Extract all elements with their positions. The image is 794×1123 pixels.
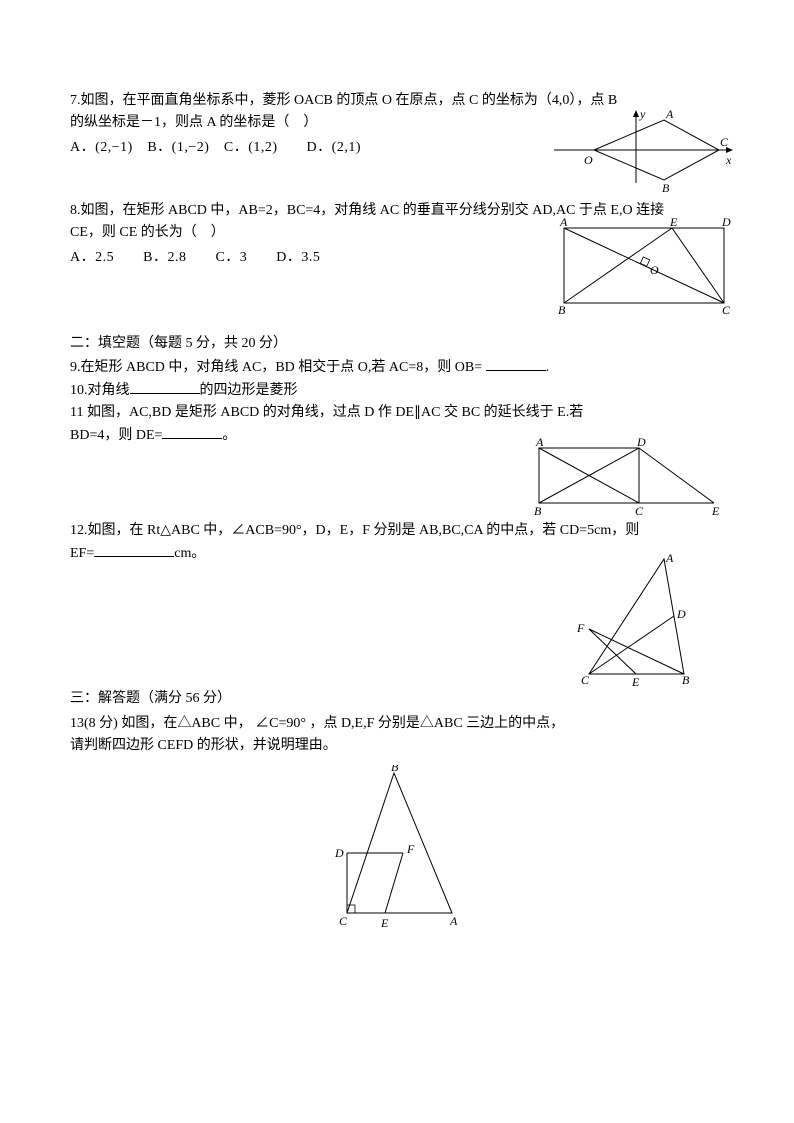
q12-blank — [94, 543, 174, 557]
q13-line2: 请判断四边形 CEFD 的形状，并说明理由。 — [70, 735, 724, 757]
svg-text:A: A — [665, 554, 674, 565]
question-11: 11 如图，AC,BD 是矩形 ABCD 的对角线，过点 D 作 DE∥AC 交… — [70, 402, 724, 502]
svg-text:C: C — [339, 914, 348, 928]
q12-l2-post: cm。 — [174, 546, 205, 561]
q8-figure: A E D B C O — [554, 218, 734, 318]
svg-text:A: A — [665, 108, 674, 121]
q12-line1: 12.如图，在 Rt△ABC 中，∠ACB=90°，D，E，F 分别是 AB,B… — [70, 520, 724, 542]
q12-figure: A C B D E F — [574, 554, 694, 689]
svg-text:C: C — [720, 135, 729, 149]
svg-text:B: B — [391, 765, 399, 774]
svg-text:D: D — [636, 438, 646, 449]
svg-text:C: C — [581, 673, 590, 687]
q10-post: 的四边形是菱形 — [200, 383, 298, 398]
svg-text:O: O — [650, 263, 659, 277]
svg-text:E: E — [669, 218, 678, 229]
svg-text:B: B — [558, 303, 566, 317]
svg-text:C: C — [722, 303, 731, 317]
q11-line1: 11 如图，AC,BD 是矩形 ABCD 的对角线，过点 D 作 DE∥AC 交… — [70, 402, 724, 424]
svg-text:B: B — [662, 181, 670, 193]
question-10: 10.对角线 的四边形是菱形 — [70, 380, 724, 402]
svg-text:B: B — [534, 504, 542, 518]
q10-pre: 10.对角线 — [70, 383, 130, 398]
q10-blank — [130, 380, 200, 394]
q9-text: 9.在矩形 ABCD 中，对角线 AC，BD 相交于点 O,若 AC=8，则 O… — [70, 360, 486, 375]
q11-l2-pre: BD=4，则 DE= — [70, 428, 162, 443]
question-12: 12.如图，在 Rt△ABC 中，∠ACB=90°，D，E，F 分别是 AB,B… — [70, 520, 724, 670]
svg-text:E: E — [711, 504, 720, 518]
svg-text:F: F — [576, 621, 585, 635]
svg-text:A: A — [449, 914, 458, 928]
question-8: 8.如图，在矩形 ABCD 中，AB=2，BC=4，对角线 AC 的垂直平分线分… — [70, 200, 724, 315]
q11-figure: A D B C E — [524, 438, 724, 518]
svg-text:D: D — [676, 607, 686, 621]
q9-blank — [486, 357, 546, 371]
svg-text:A: A — [535, 438, 544, 449]
q13-figure: B C A D F E — [327, 765, 467, 930]
section-3-title: 三：解答题（满分 56 分） — [70, 688, 724, 710]
q12-l2-pre: EF= — [70, 546, 94, 561]
svg-text:C: C — [635, 504, 644, 518]
q11-blank — [162, 425, 222, 439]
svg-text:D: D — [334, 846, 344, 860]
svg-text:x: x — [725, 153, 732, 167]
svg-text:A: A — [559, 218, 568, 229]
q11-l2-post: 。 — [222, 428, 236, 443]
section-2-title: 二：填空题（每题 5 分，共 20 分） — [70, 333, 724, 355]
svg-text:E: E — [631, 675, 640, 689]
q9-suffix: . — [546, 360, 550, 375]
svg-text:y: y — [639, 108, 646, 121]
svg-text:D: D — [721, 218, 731, 229]
svg-text:F: F — [406, 842, 415, 856]
q13-line1: 13(8 分) 如图，在△ABC 中， ∠C=90° ，点 D,E,F 分别是△… — [70, 713, 724, 735]
svg-text:B: B — [682, 673, 690, 687]
question-9: 9.在矩形 ABCD 中，对角线 AC，BD 相交于点 O,若 AC=8，则 O… — [70, 357, 724, 379]
question-7: 7.如图，在平面直角坐标系中，菱形 OACB 的顶点 O 在原点，点 C 的坐标… — [70, 90, 724, 182]
q7-figure: y x O A B C — [554, 108, 734, 193]
question-13: 13(8 分) 如图，在△ABC 中， ∠C=90° ，点 D,E,F 分别是△… — [70, 713, 724, 931]
svg-text:E: E — [380, 916, 389, 930]
svg-text:O: O — [584, 153, 593, 167]
